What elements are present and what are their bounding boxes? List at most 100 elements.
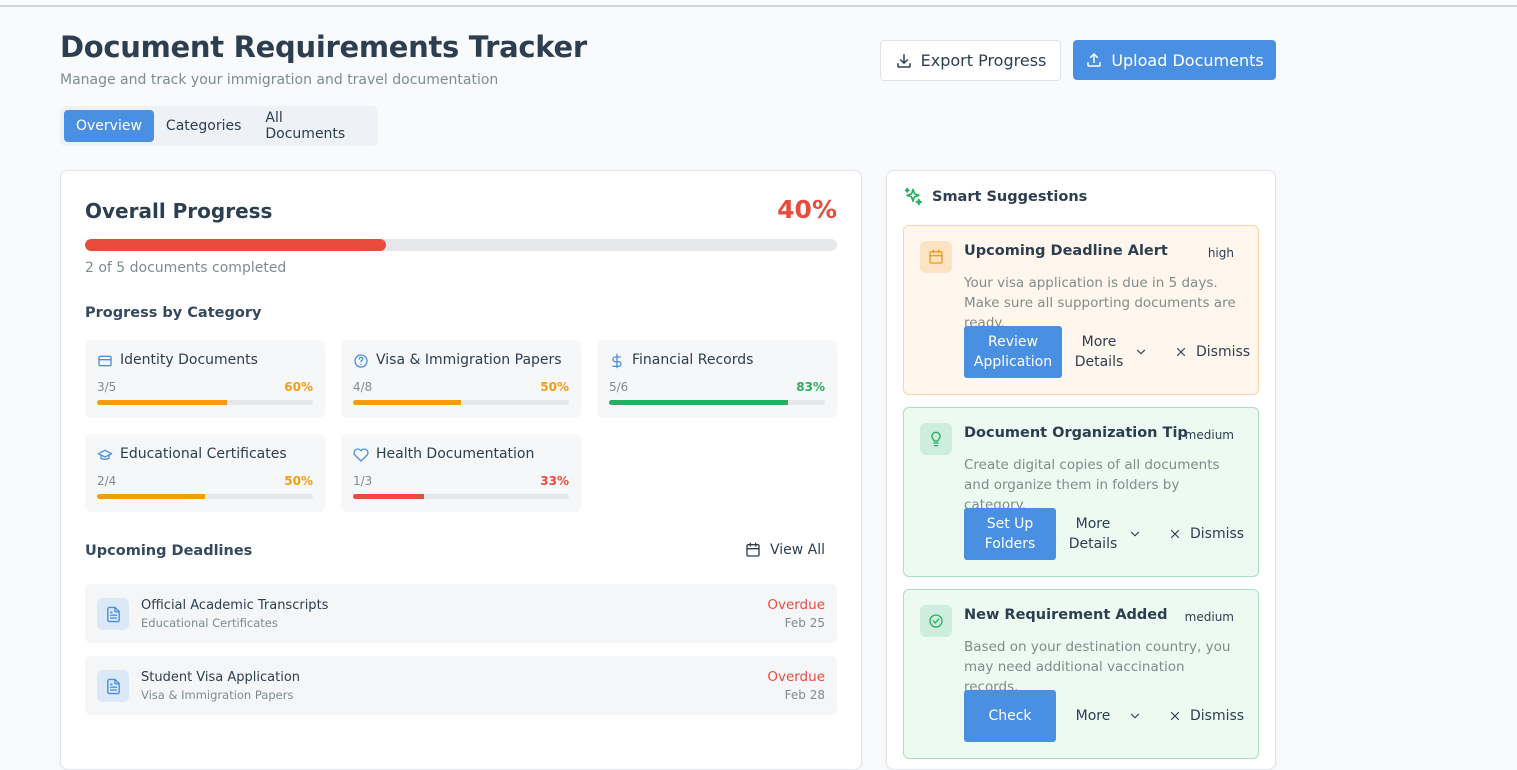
- suggestion-primary-button[interactable]: Set Up Folders: [964, 508, 1056, 560]
- help-glyph: [354, 354, 368, 368]
- help-icon: [353, 353, 369, 369]
- deadline-row: Official Academic Transcripts Educational…: [85, 584, 837, 643]
- suggestion-dismiss-button[interactable]: Dismiss: [1168, 508, 1244, 560]
- x-glyph: [1170, 711, 1180, 721]
- category-name: Identity Documents: [120, 352, 258, 368]
- category-percent: 50%: [284, 474, 313, 488]
- tab[interactable]: Categories: [165, 118, 242, 134]
- calendar-glyph: [929, 249, 943, 264]
- suggestion-icon-box: [920, 423, 952, 455]
- x-icon: [1168, 709, 1182, 723]
- suggestion-card: Document Organization Tip medium Create di…: [903, 407, 1259, 577]
- cap-glyph: [97, 449, 113, 460]
- overall-track: [85, 239, 837, 251]
- dollar-glyph: [612, 353, 622, 369]
- x-icon: [1174, 345, 1188, 359]
- overview-card: Overall Progress 40% 2 of 5 documents comp…: [60, 170, 862, 770]
- view-all-label: View All: [769, 542, 825, 558]
- top-border: [0, 5, 1517, 7]
- category-bar: [353, 494, 425, 499]
- x-icon: [1168, 527, 1182, 541]
- more-label: More: [1075, 708, 1111, 724]
- tab[interactable]: All Documents: [265, 110, 346, 142]
- suggestion-primary-button[interactable]: Review Application: [964, 326, 1062, 378]
- bulb-icon: [928, 431, 944, 447]
- category-tile: Identity Documents 3/5 60%: [85, 340, 325, 418]
- suggestion-text: Create digital copies of all documents a…: [964, 457, 1220, 513]
- calendar-icon: [745, 542, 761, 558]
- category-name: Visa & Immigration Papers: [376, 352, 562, 368]
- download-icon: [896, 53, 911, 68]
- category-name: Educational Certificates: [120, 446, 287, 462]
- category-track: [353, 400, 569, 405]
- upload-button[interactable]: Upload Documents: [1073, 40, 1276, 80]
- card-glyph: [98, 355, 112, 367]
- bulb-glyph: [931, 431, 941, 447]
- category-tile: Visa & Immigration Papers 4/8 50%: [341, 340, 581, 418]
- dismiss-label: Dismiss: [1190, 708, 1245, 724]
- heart-icon: [353, 447, 369, 463]
- suggestion-more-button[interactable]: More: [1068, 690, 1142, 742]
- file-glyph: [106, 606, 120, 622]
- suggestion-icon-box: [920, 241, 952, 273]
- chev-icon: [1128, 527, 1142, 541]
- suggestion-icon-box: [920, 605, 952, 637]
- chev-icon: [1128, 709, 1142, 723]
- deadline-name: Student Visa Application: [141, 670, 301, 685]
- upload-icon: [1087, 52, 1102, 67]
- category-tile: Financial Records 5/6 83%: [597, 340, 837, 418]
- suggestion-more-button[interactable]: More Details: [1068, 508, 1142, 560]
- dismiss-label: Dismiss: [1190, 526, 1245, 542]
- suggestions-card: Smart Suggestions Upcoming Deadline Alert…: [886, 170, 1276, 770]
- view-all-button[interactable]: View All: [745, 542, 825, 558]
- suggestion-more-button[interactable]: More Details: [1074, 326, 1148, 378]
- deadline-date: Feb 25: [784, 616, 825, 630]
- category-count: 5/6: [609, 380, 629, 394]
- tab[interactable]: Overview: [64, 110, 154, 142]
- suggestion-dismiss-button[interactable]: Dismiss: [1174, 326, 1250, 378]
- chev-glyph: [1136, 349, 1146, 355]
- category-percent: 50%: [540, 380, 569, 394]
- suggestion-priority: medium: [1184, 610, 1234, 624]
- category-tile: Health Documentation 1/3 33%: [341, 434, 581, 512]
- calendar-icon: [928, 249, 944, 265]
- file-icon: [105, 606, 122, 623]
- category-bar: [97, 494, 205, 499]
- category-heading: Progress by Category: [85, 305, 262, 321]
- export-button[interactable]: Export Progress: [880, 40, 1061, 81]
- sparkle-glyph: [904, 187, 923, 206]
- card-icon: [97, 353, 113, 369]
- deadline-status: Overdue: [767, 597, 825, 613]
- chev-glyph: [1130, 531, 1140, 537]
- suggestion-card: New Requirement Added medium Based on your…: [903, 589, 1259, 759]
- calendar-glyph: [746, 542, 760, 557]
- category-bar: [609, 400, 789, 405]
- chev-glyph: [1130, 713, 1140, 719]
- suggestion-dismiss-button[interactable]: Dismiss: [1168, 690, 1244, 742]
- deadline-icon-box: [97, 670, 129, 702]
- heart-glyph: [353, 448, 369, 462]
- x-glyph: [1176, 347, 1186, 357]
- category-percent: 60%: [284, 380, 313, 394]
- sparkle-icon: [903, 187, 923, 207]
- category-bar: [97, 400, 227, 405]
- chev-icon: [1134, 345, 1148, 359]
- overall-percent: 40%: [777, 195, 837, 224]
- suggestion-text: Your visa application is due in 5 days. …: [964, 275, 1236, 331]
- check-icon: [928, 613, 944, 629]
- deadline-category: Visa & Immigration Papers: [141, 688, 294, 702]
- deadline-status: Overdue: [767, 669, 825, 685]
- page-subtitle: Manage and track your immigration and tr…: [60, 72, 499, 88]
- category-percent: 33%: [540, 474, 569, 488]
- suggestion-card: Upcoming Deadline Alert high Your visa app…: [903, 225, 1259, 395]
- deadline-row: Student Visa Application Visa & Immigrati…: [85, 656, 837, 715]
- tabs: Overview Categories All Documents: [60, 106, 378, 146]
- suggestion-primary-button[interactable]: Check: [964, 690, 1056, 742]
- category-count: 3/5: [97, 380, 117, 394]
- category-count: 4/8: [353, 380, 373, 394]
- page: Document Requirements Tracker {"header":…: [0, 5, 1517, 770]
- category-name: Financial Records: [632, 352, 754, 368]
- category-track: [97, 494, 313, 499]
- upload-label: Upload Documents: [1111, 50, 1264, 70]
- category-count: 1/3: [353, 474, 373, 488]
